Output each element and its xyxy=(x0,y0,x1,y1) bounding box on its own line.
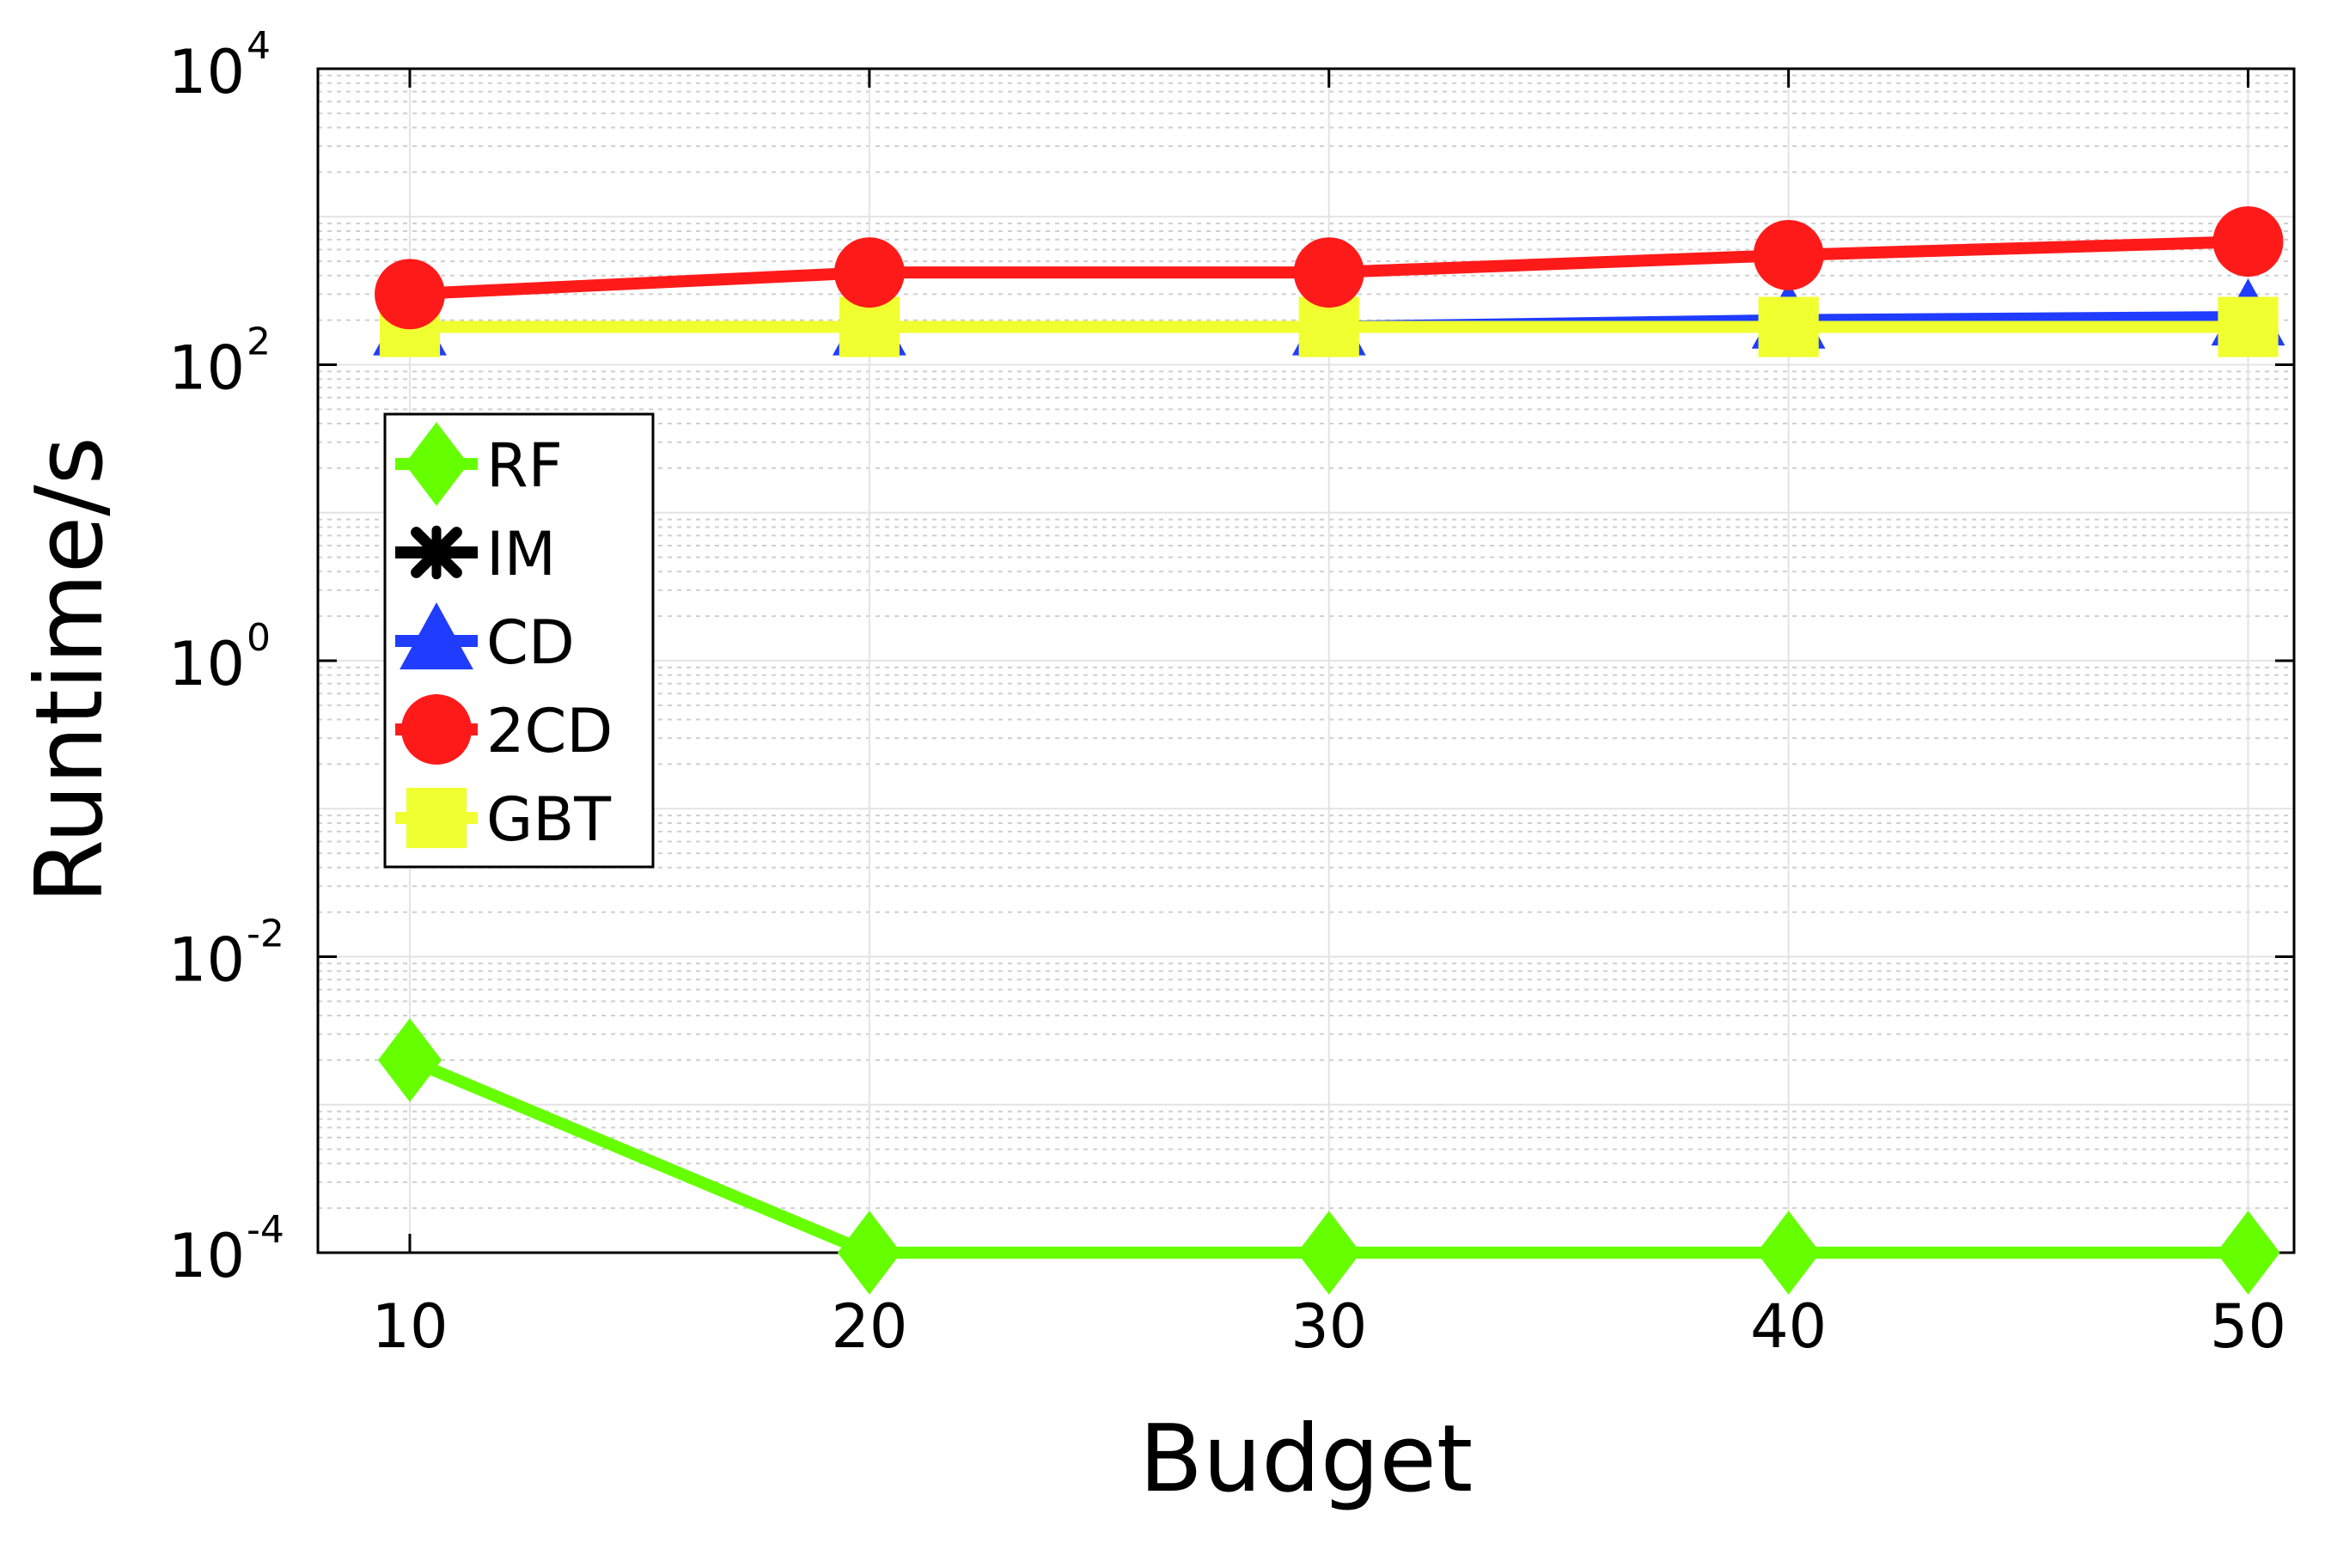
legend-item-rf: RF xyxy=(395,422,563,506)
marker-diamond xyxy=(2216,1211,2280,1295)
y-tick-label: 10 xyxy=(168,629,245,699)
x-tick-label: 40 xyxy=(1750,1291,1827,1362)
x-tick-label: 20 xyxy=(831,1291,907,1362)
legend: RF IM CD 2CD GBT xyxy=(383,412,655,869)
marker-diamond xyxy=(1756,1211,1821,1295)
series-layer xyxy=(373,206,2285,1295)
legend-label: CD xyxy=(486,607,575,678)
y-tick-exponent: 2 xyxy=(247,320,271,364)
series-2cd xyxy=(375,206,2284,330)
y-tick-label: 10 xyxy=(168,37,245,107)
legend-label: RF xyxy=(486,430,563,501)
marker-square xyxy=(1758,296,1819,357)
marker-diamond xyxy=(837,1211,901,1295)
marker-circle xyxy=(1753,220,1824,290)
y-axis-title: Runtime/s xyxy=(16,436,124,904)
marker-circle xyxy=(2212,206,2284,278)
y-tick-exponent: 4 xyxy=(247,24,271,68)
marker-triangle xyxy=(400,602,473,670)
legend-label: IM xyxy=(486,519,556,589)
y-tick-label: 10 xyxy=(168,333,245,404)
marker-x xyxy=(411,525,462,580)
y-tick-exponent: 0 xyxy=(247,616,271,660)
x-tick-label: 30 xyxy=(1291,1291,1367,1362)
x-tick-label: 50 xyxy=(2210,1291,2286,1362)
marker-circle xyxy=(375,259,445,330)
legend-label: 2CD xyxy=(486,696,613,766)
marker-diamond xyxy=(377,1018,442,1102)
y-tick-exponent: -2 xyxy=(247,912,284,956)
marker-circle xyxy=(833,237,905,308)
marker-square xyxy=(2218,296,2279,357)
marker-diamond xyxy=(1297,1211,1361,1295)
marker-circle xyxy=(401,694,472,765)
x-axis-title: Budget xyxy=(1139,1406,1473,1513)
y-tick-exponent: -4 xyxy=(247,1208,284,1252)
grid xyxy=(318,68,2294,1254)
y-tick-label: 10 xyxy=(168,925,245,996)
legend-item-im: IM xyxy=(395,519,556,589)
marker-diamond xyxy=(404,422,469,506)
x-tick-label: 10 xyxy=(371,1291,448,1362)
y-tick-label: 10 xyxy=(168,1221,245,1291)
legend-label: GBT xyxy=(486,784,611,855)
legend-item-cd: CD xyxy=(395,602,575,678)
series-rf xyxy=(377,1018,2280,1295)
legend-item-2cd: 2CD xyxy=(395,694,613,766)
marker-square xyxy=(406,787,467,849)
marker-circle xyxy=(1293,237,1364,308)
legend-item-gbt: GBT xyxy=(395,784,611,855)
